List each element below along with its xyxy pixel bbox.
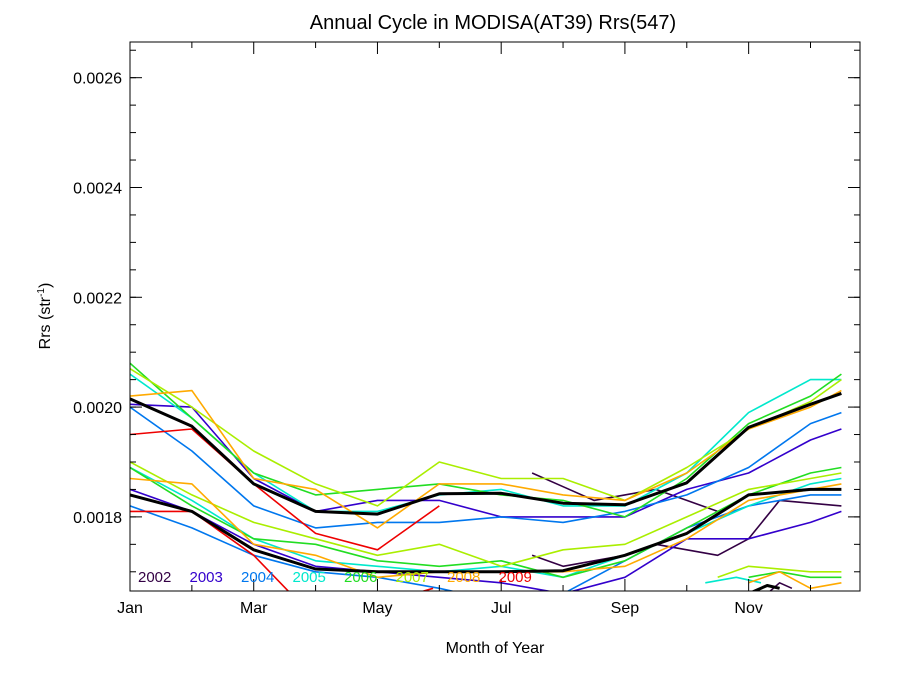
x-axis-label: Month of Year — [446, 640, 545, 657]
series-line-24 — [130, 487, 842, 574]
series-line-11 — [130, 362, 842, 518]
legend-item-2004: 2004 — [241, 569, 274, 586]
x-tick-label: May — [362, 600, 392, 617]
series-line-2 — [769, 581, 793, 591]
series-line-14 — [130, 368, 842, 507]
legend: 2002 2003 2004 2005 2006 2007 2008 2009 — [138, 569, 532, 586]
series-line-21 — [130, 510, 290, 591]
series-line-3 — [130, 403, 842, 518]
series-line-25 — [751, 584, 780, 591]
y-axis-label-main: Rrs (str — [37, 296, 54, 349]
plot-frame — [129, 41, 861, 592]
legend-item-2007: 2007 — [396, 569, 429, 586]
x-tick-label: Jan — [117, 600, 143, 617]
series-line-13 — [748, 570, 842, 579]
legend-item-2003: 2003 — [190, 569, 223, 586]
legend-item-2009: 2009 — [499, 569, 532, 586]
series-line-16 — [717, 565, 842, 579]
legend-item-2005: 2005 — [293, 569, 326, 586]
legend-item-2002: 2002 — [138, 569, 171, 586]
series-line-0 — [531, 472, 718, 513]
series-layer — [130, 362, 842, 591]
series-line-22 — [420, 587, 434, 591]
series-line-19 — [748, 570, 842, 590]
series-line-20 — [130, 428, 440, 551]
series-line-15 — [130, 461, 842, 568]
x-tick-label: Jul — [491, 600, 511, 617]
y-tick-label: 0.0018 — [73, 510, 122, 527]
x-tick-label: Nov — [734, 600, 762, 617]
series-line-5 — [130, 406, 842, 529]
y-tick-label: 0.0022 — [73, 290, 122, 307]
y-tick-label: 0.0020 — [73, 400, 122, 417]
svg-text:Rrs (str-1): Rrs (str-1) — [36, 283, 54, 350]
x-tick-label: Mar — [240, 600, 268, 617]
series-line-7 — [566, 494, 842, 591]
y-axis-label-close: ) — [37, 283, 54, 288]
legend-item-2006: 2006 — [344, 569, 377, 586]
chart-title: Annual Cycle in MODISA(AT39) Rrs(547) — [310, 12, 676, 34]
tick-layer: Jan Mar May Jul Sep Nov 0.0018 0.0020 0.0022 0.00… — [73, 42, 860, 617]
series-line-23 — [130, 391, 842, 516]
y-tick-label: 0.0026 — [73, 71, 122, 88]
y-tick-label: 0.0024 — [73, 180, 122, 197]
y-axis-label-sup: -1 — [36, 288, 47, 297]
x-tick-label: Sep — [611, 600, 640, 617]
legend-item-2008: 2008 — [447, 569, 480, 586]
y-axis-label: Rrs (str-1) — [36, 283, 54, 350]
series-line-1 — [531, 499, 842, 568]
